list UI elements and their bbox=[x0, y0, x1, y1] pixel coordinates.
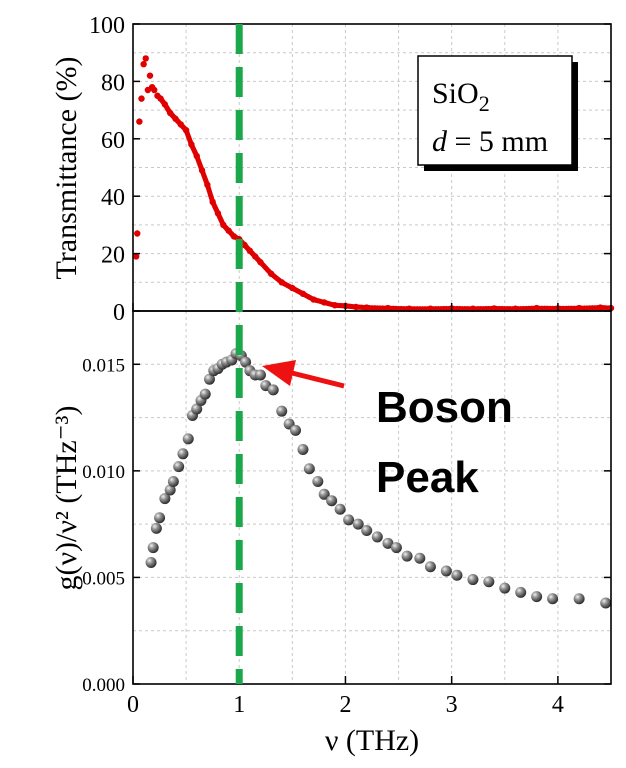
x-tick-label: 0 bbox=[127, 692, 139, 718]
bottom-data-point bbox=[267, 384, 279, 396]
top-y-tick-label: 20 bbox=[101, 243, 125, 269]
top-y-axis-label: Transmittance (%) bbox=[50, 56, 83, 279]
bottom-data-point bbox=[371, 531, 383, 543]
bottom-data-point bbox=[600, 597, 612, 609]
top-data-point-interp bbox=[467, 306, 473, 312]
top-data-point bbox=[138, 95, 145, 102]
bottom-y-tick-label: 0.015 bbox=[82, 355, 125, 376]
top-data-point-interp bbox=[204, 180, 210, 186]
bottom-data-point bbox=[401, 550, 413, 562]
bottom-data-point bbox=[483, 576, 495, 588]
top-data-point-interp bbox=[573, 305, 580, 311]
top-data-point bbox=[140, 60, 147, 68]
bottom-data-point bbox=[254, 369, 266, 381]
bottom-data-point bbox=[451, 569, 463, 581]
bottom-data-point bbox=[164, 484, 176, 496]
bottom-data-point bbox=[240, 356, 252, 368]
top-data-point-interp bbox=[382, 305, 388, 311]
top-data-point-interp bbox=[531, 305, 537, 311]
thickness-label: d = 5 mm bbox=[432, 125, 548, 158]
top-data-point-interp bbox=[488, 305, 495, 312]
bottom-data-point bbox=[150, 522, 162, 534]
top-y-tick-label: 100 bbox=[89, 13, 125, 39]
top-data-point-interp bbox=[403, 306, 410, 312]
bottom-data-point bbox=[318, 488, 330, 500]
bottom-data-point bbox=[499, 582, 511, 594]
bottom-data-point bbox=[414, 552, 426, 564]
bottom-data-point bbox=[312, 476, 324, 488]
bottom-data-point bbox=[390, 542, 402, 554]
top-data-point-interp bbox=[446, 305, 452, 312]
bottom-data-point bbox=[177, 448, 189, 460]
top-y-tick-label: 0 bbox=[113, 300, 125, 326]
sample-label: SiO2 bbox=[432, 77, 490, 116]
bottom-y-axis-label: g(ν)/ν² (THz⁻³) bbox=[50, 405, 83, 590]
bottom-y-tick-label: 0.000 bbox=[82, 675, 125, 696]
top-data-point-interp bbox=[510, 306, 516, 312]
bottom-data-point bbox=[199, 388, 211, 400]
x-tick-label: 1 bbox=[233, 692, 245, 718]
bottom-data-point bbox=[326, 495, 338, 507]
bottom-data-point bbox=[573, 593, 585, 605]
bottom-data-point bbox=[147, 542, 159, 554]
top-y-tick-label: 80 bbox=[101, 70, 125, 96]
top-data-point-interp bbox=[552, 305, 558, 311]
top-data-point bbox=[142, 55, 149, 62]
bottom-data-point bbox=[203, 373, 215, 385]
bottom-data-point bbox=[352, 518, 364, 530]
top-panel-ticks: 0 20 40 60 80 100 bbox=[89, 13, 611, 326]
top-data-point bbox=[151, 86, 158, 94]
bottom-panel-grid bbox=[133, 311, 611, 684]
top-data-point bbox=[136, 118, 143, 125]
top-data-point bbox=[132, 253, 140, 260]
boson-peak-label-line2: Peak bbox=[376, 453, 479, 502]
bottom-data-point bbox=[334, 503, 346, 515]
top-y-tick-label: 60 bbox=[101, 128, 125, 154]
top-data-point-interp bbox=[425, 306, 431, 312]
bottom-data-point bbox=[467, 574, 479, 586]
boson-peak-annotation: Boson Peak bbox=[262, 360, 513, 502]
bottom-data-point bbox=[547, 593, 559, 605]
top-data-point bbox=[146, 72, 154, 79]
bottom-y-tick-label: 0.005 bbox=[82, 568, 125, 589]
bottom-data-point bbox=[167, 476, 179, 488]
top-data-point-interp bbox=[362, 304, 368, 311]
top-data-point bbox=[134, 230, 141, 237]
bottom-data-point bbox=[173, 461, 185, 473]
bottom-data-point bbox=[440, 565, 452, 577]
bottom-panel-data bbox=[145, 348, 612, 609]
bottom-data-point bbox=[276, 405, 288, 417]
sample-annotation-box: SiO2 d = 5 mm bbox=[417, 55, 578, 171]
bottom-panel-frame bbox=[132, 310, 612, 685]
x-tick-label: 4 bbox=[552, 692, 564, 718]
bottom-data-point bbox=[154, 512, 166, 524]
bottom-data-point bbox=[361, 525, 373, 537]
bottom-data-point bbox=[303, 463, 315, 475]
bottom-data-point bbox=[424, 561, 436, 573]
boson-peak-label-line1: Boson bbox=[376, 383, 513, 432]
bottom-data-point bbox=[297, 444, 309, 456]
bottom-data-point bbox=[382, 537, 394, 549]
x-tick-label: 3 bbox=[446, 692, 458, 718]
bottom-data-point bbox=[191, 403, 203, 415]
top-data-point-interp bbox=[595, 305, 601, 311]
bottom-data-point bbox=[290, 424, 302, 436]
boson-peak-arrow-head bbox=[262, 360, 296, 386]
bottom-data-point bbox=[515, 586, 527, 598]
bottom-data-point bbox=[145, 557, 157, 569]
bottom-y-tick-label: 0.010 bbox=[82, 462, 125, 483]
bottom-data-point bbox=[182, 433, 194, 445]
bottom-data-point bbox=[531, 591, 543, 603]
boson-peak-arrow-shaft bbox=[291, 370, 345, 389]
x-tick-label: 2 bbox=[339, 692, 351, 718]
bottom-data-point bbox=[159, 493, 171, 505]
bottom-panel-ticks: 0.000 0.005 0.010 0.015 0 1 2 3 4 bbox=[82, 355, 611, 718]
x-axis-label: ν (THz) bbox=[325, 724, 419, 757]
annotation-box bbox=[417, 55, 573, 166]
bottom-data-point bbox=[343, 514, 355, 526]
top-y-tick-label: 40 bbox=[101, 185, 125, 211]
